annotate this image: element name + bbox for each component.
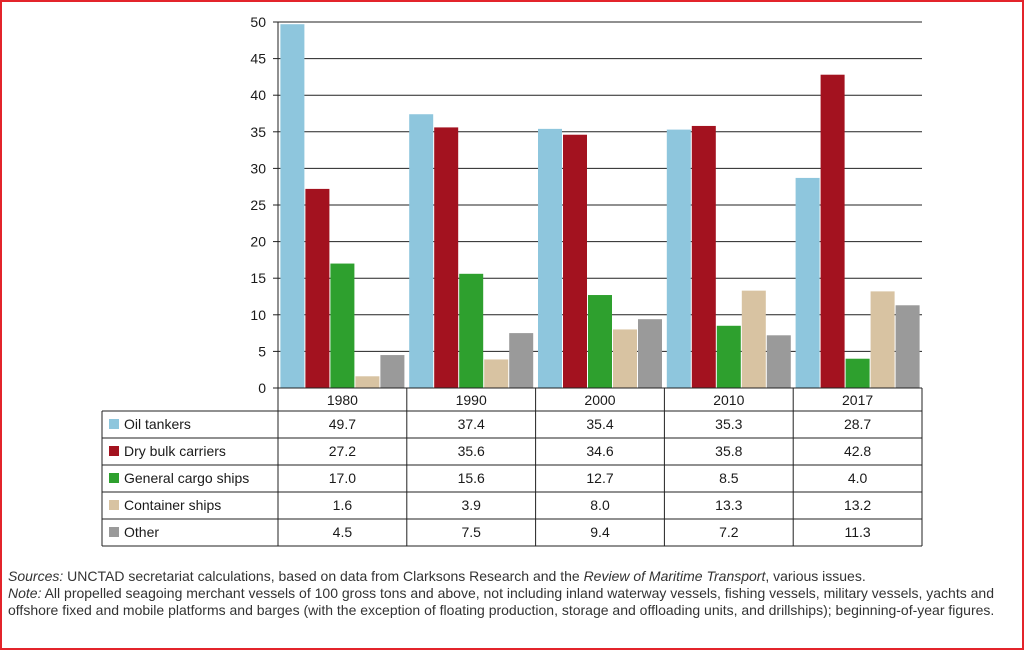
figure-notes: Sources: UNCTAD secretariat calculations… <box>8 568 1020 619</box>
data-label: 4.5 <box>333 524 353 540</box>
legend-swatch <box>109 500 119 510</box>
y-tick-label: 45 <box>250 51 266 67</box>
legend-swatch <box>109 419 119 429</box>
x-category-label: 2010 <box>713 392 744 408</box>
legend-swatch <box>109 473 119 483</box>
data-label: 9.4 <box>590 524 610 540</box>
data-label: 1.6 <box>333 497 353 513</box>
sources-text-pre: UNCTAD secretariat calculations, based o… <box>63 568 584 584</box>
y-tick-label: 40 <box>250 87 266 103</box>
bar <box>691 125 716 388</box>
bar-chart: 0 5 10 15 20 25 30 35 40 45 50 1980 1990 2000 2010 201… <box>101 14 923 547</box>
data-label: 3.9 <box>461 497 481 513</box>
bar <box>741 290 766 388</box>
data-label: 35.8 <box>715 443 742 459</box>
legend-label: Dry bulk carriers <box>124 443 226 459</box>
data-label: 49.7 <box>329 416 356 432</box>
y-tick-label: 5 <box>258 343 266 359</box>
legend-label: Other <box>124 524 159 540</box>
data-label: 35.4 <box>586 416 613 432</box>
x-category-label: 2000 <box>584 392 615 408</box>
bar <box>588 295 612 388</box>
data-label: 28.7 <box>844 416 871 432</box>
data-label: 8.0 <box>590 497 610 513</box>
y-tick-label: 10 <box>250 307 266 323</box>
legend-swatch <box>109 527 119 537</box>
bar <box>716 325 741 388</box>
y-tick-label: 35 <box>250 124 266 140</box>
data-label: 8.5 <box>719 470 739 486</box>
sources-text-post: , various issues. <box>765 568 866 584</box>
x-category-label: 2017 <box>842 392 873 408</box>
note-text: All propelled seagoing merchant vessels … <box>8 585 995 618</box>
y-tick-label: 15 <box>250 270 266 286</box>
y-tick-label: 25 <box>250 197 266 213</box>
bar <box>484 359 509 388</box>
bar <box>280 24 305 389</box>
bar <box>538 128 562 388</box>
bar <box>563 134 587 388</box>
bar <box>795 177 820 388</box>
data-label: 11.3 <box>844 524 870 540</box>
data-label: 15.6 <box>458 470 485 486</box>
bars <box>280 24 920 389</box>
bar <box>355 376 380 388</box>
data-label: 13.3 <box>715 497 742 513</box>
bar <box>895 305 920 388</box>
gridlines <box>278 21 922 352</box>
y-tick-label: 20 <box>250 234 266 250</box>
y-tick-label: 30 <box>250 160 266 176</box>
data-label: 7.5 <box>461 524 481 540</box>
bar <box>305 188 330 388</box>
data-label: 34.6 <box>586 443 613 459</box>
sources-label: Sources: <box>8 568 64 584</box>
legend-label: General cargo ships <box>124 470 249 486</box>
x-category-label: 1990 <box>456 392 487 408</box>
bar <box>845 358 870 388</box>
bar <box>766 335 791 388</box>
data-label: 35.3 <box>715 416 742 432</box>
y-tick-label: 50 <box>250 14 266 30</box>
note-label: Note: <box>8 585 42 601</box>
y-tick-label: 0 <box>258 380 266 396</box>
data-label: 17.0 <box>329 470 356 486</box>
data-label: 35.6 <box>458 443 485 459</box>
bar <box>434 127 459 389</box>
legend-label: Oil tankers <box>124 416 191 432</box>
y-axis: 0 5 10 15 20 25 30 35 40 45 50 <box>250 14 279 396</box>
bar <box>380 355 405 388</box>
data-label: 12.7 <box>586 470 613 486</box>
bar <box>330 263 355 388</box>
bar <box>613 329 637 388</box>
data-label: 27.2 <box>329 443 356 459</box>
note-line: Note: All propelled seagoing merchant ve… <box>8 585 1020 619</box>
data-table: 1980 1990 2000 2010 2017 Oil tankers 49.7 37.4 3… <box>101 387 923 547</box>
data-label: 37.4 <box>458 416 485 432</box>
x-category-label: 1980 <box>327 392 358 408</box>
bar <box>820 74 845 388</box>
bar <box>509 333 534 388</box>
data-label: 42.8 <box>844 443 871 459</box>
legend-label: Container ships <box>124 497 221 513</box>
bar <box>459 273 484 388</box>
data-label: 7.2 <box>719 524 739 540</box>
sources-line: Sources: UNCTAD secretariat calculations… <box>8 568 1020 585</box>
legend-swatch <box>109 446 119 456</box>
bar <box>638 319 662 388</box>
bar <box>409 114 434 389</box>
sources-publication: Review of Maritime Transport <box>583 568 766 584</box>
data-label: 4.0 <box>848 470 868 486</box>
bar <box>666 129 691 388</box>
data-label: 13.2 <box>844 497 871 513</box>
bar <box>870 291 895 388</box>
